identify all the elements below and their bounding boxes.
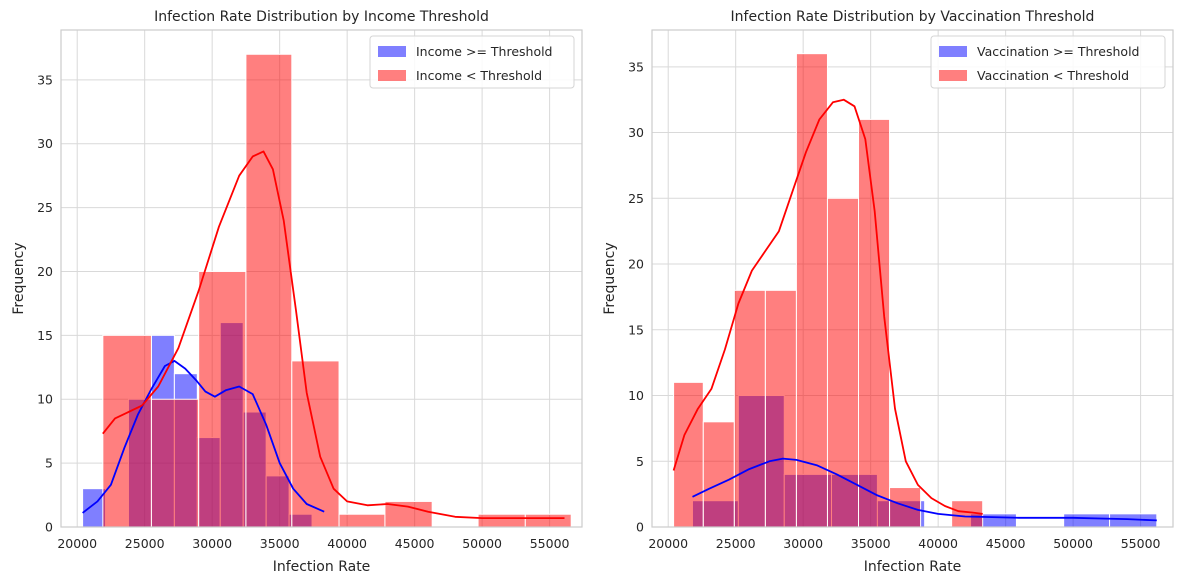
x-tick-label: 40000 [918, 536, 958, 551]
x-tick-label: 35000 [851, 536, 891, 551]
y-tick-label: 5 [636, 454, 644, 469]
y-tick-label: 10 [628, 388, 644, 403]
chart-title: Infection Rate Distribution by Vaccinati… [731, 9, 1095, 25]
axes-frame [651, 29, 1174, 528]
x-tick-label: 50000 [462, 536, 502, 551]
legend-swatch [939, 46, 967, 57]
histogram-bar [384, 500, 433, 528]
chart-panel-2: 20000 25000 30000 35000 40000 45000 50000 55000… [602, 9, 1174, 575]
y-tick-label: 30 [628, 125, 644, 140]
legend-box [369, 35, 575, 89]
legend-box [930, 35, 1166, 89]
y-axis-label: Frequency [11, 242, 27, 314]
kde-line [82, 360, 325, 514]
y-tick-label: 0 [636, 520, 644, 535]
x-tick-label: 40000 [327, 536, 367, 551]
histogram-bar [733, 289, 766, 528]
histogram-bar [102, 334, 152, 528]
axes-frame [60, 29, 583, 528]
x-axis-label: Infection Rate [864, 559, 962, 575]
histogram-bar [150, 398, 200, 528]
legend-label: Vaccination >= Threshold [977, 44, 1139, 59]
histogram-bar [477, 513, 526, 528]
legend-label: Income >= Threshold [416, 44, 553, 59]
x-tick-label: 25000 [125, 536, 165, 551]
kde-line [102, 150, 565, 519]
histogram-bar [198, 270, 247, 528]
legend-swatch [378, 70, 406, 81]
x-tick-label: 45000 [395, 536, 435, 551]
y-axis-label: Frequency [602, 242, 618, 314]
legend: Income >= Threshold Income < Threshold [369, 35, 575, 89]
x-tick-label: 55000 [530, 536, 570, 551]
x-tick-label: 30000 [783, 536, 823, 551]
kde-line [692, 457, 1157, 522]
histogram-bar [291, 360, 340, 528]
x-tick-label: 55000 [1121, 536, 1161, 551]
legend-label: Vaccination < Threshold [977, 68, 1129, 83]
chart-panel-1: 20000 25000 30000 35000 40000 45000 50000 55000… [11, 9, 583, 575]
x-axis-label: Infection Rate [273, 559, 371, 575]
histogram-bar [1063, 513, 1111, 528]
y-tick-label: 0 [45, 520, 53, 535]
histogram-bar [764, 289, 797, 528]
y-tick-label: 20 [37, 264, 53, 279]
x-tick-label: 35000 [260, 536, 300, 551]
histogram-bar [338, 513, 386, 528]
y-tick-label: 25 [37, 200, 53, 215]
x-tick-label: 50000 [1053, 536, 1093, 551]
y-tick-label: 25 [628, 191, 644, 206]
legend-label: Income < Threshold [416, 68, 542, 83]
histogram-bar [524, 513, 572, 528]
y-tick-label: 30 [37, 136, 53, 151]
histogram-bar [795, 53, 828, 528]
histogram-bar [702, 421, 735, 528]
y-tick-label: 35 [628, 59, 644, 74]
x-tick-label: 20000 [648, 536, 688, 551]
kde-line [672, 98, 983, 515]
x-tick-label: 20000 [57, 536, 97, 551]
y-tick-label: 5 [45, 456, 53, 471]
x-tick-label: 45000 [986, 536, 1026, 551]
chart-title: Infection Rate Distribution by Income Th… [154, 9, 489, 25]
y-tick-label: 15 [628, 322, 644, 337]
legend-swatch [378, 46, 406, 57]
y-tick-label: 20 [628, 257, 644, 272]
histogram-bar [245, 53, 293, 528]
y-tick-label: 15 [37, 328, 53, 343]
y-tick-label: 35 [37, 72, 53, 87]
legend-swatch [939, 70, 967, 81]
x-tick-label: 30000 [192, 536, 232, 551]
y-tick-label: 10 [37, 392, 53, 407]
histogram-bar [889, 487, 922, 528]
x-tick-label: 25000 [716, 536, 756, 551]
legend: Vaccination >= Threshold Vaccination < Th… [930, 35, 1166, 89]
